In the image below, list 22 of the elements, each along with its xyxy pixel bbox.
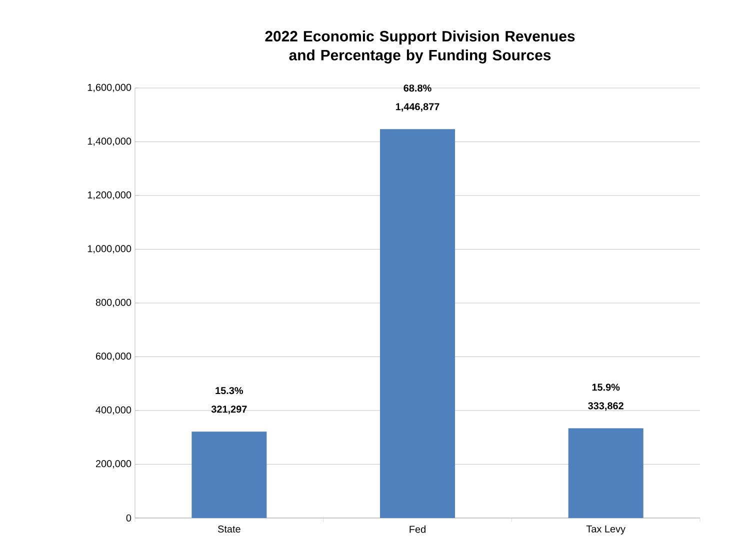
- y-tick-label: 1,400,000: [88, 138, 132, 146]
- y-tick-label: 1,200,000: [88, 191, 132, 200]
- data-label: 333,862: [588, 402, 624, 411]
- y-tick-label: 800,000: [96, 298, 132, 308]
- bar: [380, 129, 456, 518]
- x-tick-label: Fed: [410, 526, 426, 533]
- y-tick-label: 400,000: [96, 406, 132, 415]
- data-label: 321,297: [211, 406, 247, 414]
- y-tick-label: 1,000,000: [88, 245, 132, 254]
- y-tick-label: 0: [126, 514, 132, 522]
- x-tick-label: Tax Levy: [586, 526, 626, 534]
- y-tick-label: 600,000: [96, 352, 132, 361]
- y-tick-label: 1,600,000: [88, 84, 132, 92]
- annotation: 15.3%: [216, 387, 244, 394]
- data-label: 1,446,877: [396, 103, 440, 112]
- x-tick-label: State: [218, 526, 240, 533]
- bar: [192, 432, 267, 518]
- bar: [568, 428, 644, 518]
- annotation: 68.8%: [404, 84, 432, 92]
- annotation: 15.9%: [592, 384, 620, 391]
- chart-title: 2022 Economic Support Division Revenues and Percentage by Funding Sources: [265, 30, 575, 64]
- y-tick-label: 200,000: [96, 460, 132, 468]
